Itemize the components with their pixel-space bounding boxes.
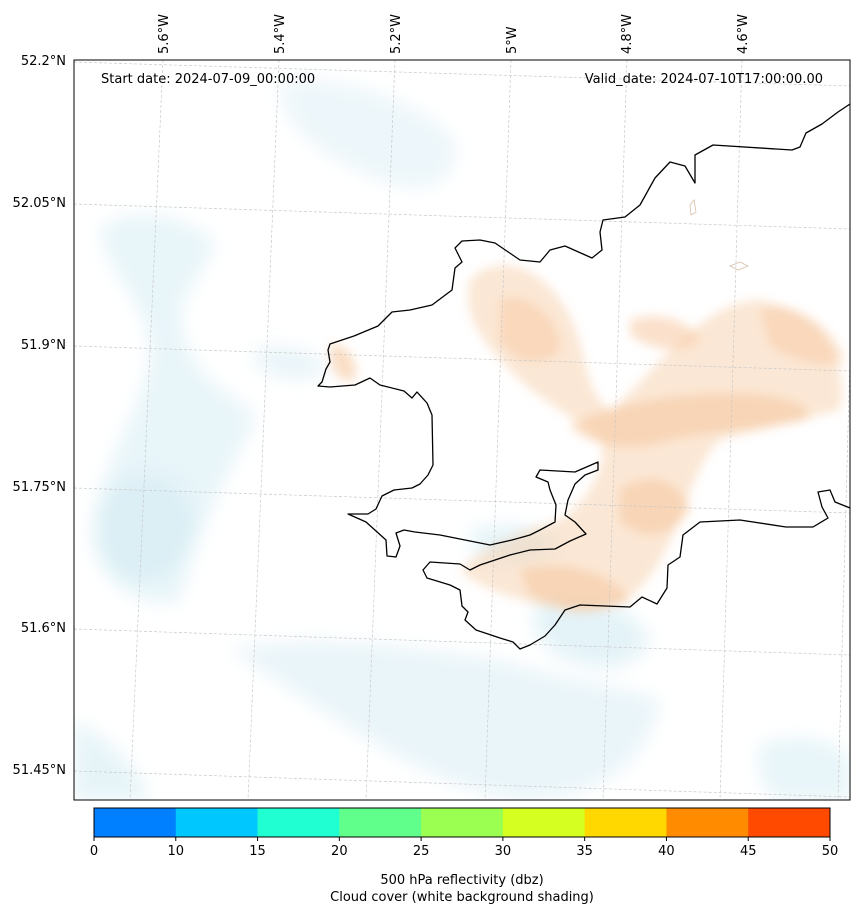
lat-label: 51.6°N [21, 621, 66, 636]
lon-label: 4.8°W [620, 14, 635, 54]
colorbar-tick-label: 40 [658, 844, 675, 859]
colorbar-segment [94, 808, 177, 837]
map-gridlines [74, 60, 850, 800]
lat-label: 51.75°N [13, 480, 66, 495]
coastline-islet [729, 261, 749, 271]
colorbar: 0 10 15 20 25 30 35 40 45 50 [90, 807, 839, 859]
colorbar-segment [421, 808, 504, 837]
colorbar-tick-label: 20 [331, 844, 348, 859]
colorbar-tick-label: 50 [822, 844, 839, 859]
colorbar-sublabel: Cloud cover (white background shading) [330, 890, 594, 905]
colorbar-tick-label: 0 [90, 844, 98, 859]
colorbar-tick-label: 35 [576, 844, 593, 859]
lat-label: 52.2°N [21, 54, 66, 69]
coastline-islet [689, 199, 697, 216]
colorbar-segment [339, 808, 422, 837]
colorbar-tick-label: 15 [249, 844, 266, 859]
map-frame [73, 59, 851, 801]
coastline [317, 103, 850, 650]
colorbar-label: 500 hPa reflectivity (dbz) [380, 873, 543, 888]
colorbar-tick-label: 45 [740, 844, 757, 859]
lon-label: 5.2°W [389, 14, 404, 54]
colorbar-segment [748, 808, 831, 837]
latitude-labels: 52.2°N 52.05°N 51.9°N 51.75°N 51.6°N 51.… [13, 54, 66, 778]
lat-label: 51.45°N [13, 763, 66, 778]
lon-label: 5°W [505, 26, 520, 54]
colorbar-tick-label: 25 [413, 844, 430, 859]
colorbar-segment [666, 808, 749, 837]
lon-label: 5.6°W [157, 14, 172, 54]
colorbar-tick-label: 10 [168, 844, 185, 859]
lon-label: 5.4°W [273, 14, 288, 54]
start-date-label: Start date: 2024-07-09_00:00:00 [101, 72, 315, 87]
lat-label: 52.05°N [13, 196, 66, 211]
colorbar-segment [584, 808, 667, 837]
colorbar-frame [93, 807, 831, 838]
lat-label: 51.9°N [21, 338, 66, 353]
map-content [74, 60, 850, 800]
colorbar-segment [175, 808, 259, 837]
reflectivity-shading [329, 265, 845, 613]
colorbar-tick-label: 30 [495, 844, 512, 859]
valid-date-label: Valid_date: 2024-07-10T17:00:00.00 [585, 72, 823, 87]
longitude-labels: 5.6°W 5.4°W 5.2°W 5°W 4.8°W 4.6°W [157, 14, 751, 54]
colorbar-segment [257, 808, 340, 837]
colorbar-segment [502, 808, 586, 837]
lon-label: 4.6°W [736, 14, 751, 54]
